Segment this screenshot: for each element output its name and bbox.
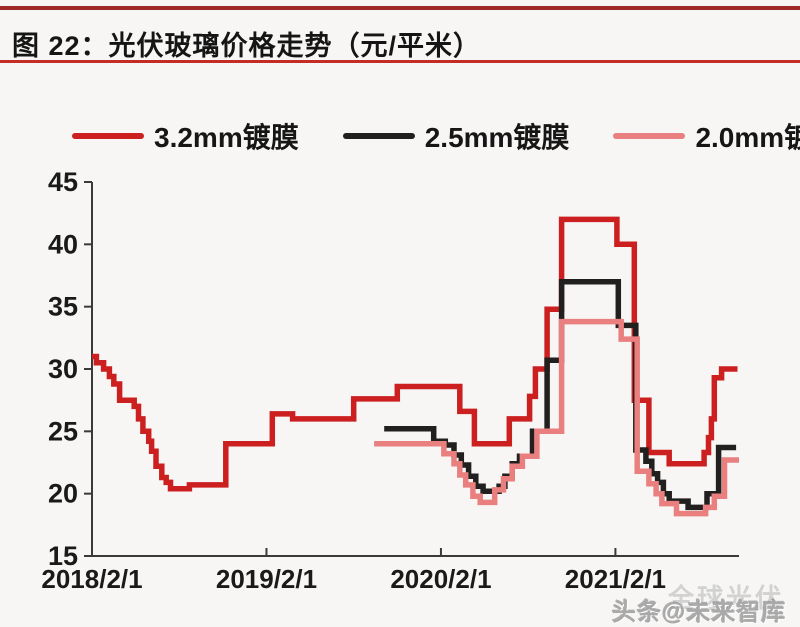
watermark-back-text: 全球光伏 bbox=[668, 583, 785, 613]
chart-legend: 3.2mm镀膜 2.5mm镀膜 2.0mm镀膜 bbox=[72, 116, 800, 156]
x-axis-tick-label: 2019/2/1 bbox=[216, 564, 317, 594]
series-2-0mm-line bbox=[374, 318, 739, 517]
page-title: 图 22：光伏玻璃价格走势（元/平米） bbox=[12, 31, 482, 61]
y-axis-tick-label: 35 bbox=[48, 292, 78, 322]
watermark-front-text: 头条@未来智库 bbox=[612, 599, 787, 626]
legend-item-3-2mm: 3.2mm镀膜 bbox=[72, 116, 299, 156]
series-3-2mm-line bbox=[92, 216, 738, 492]
y-axis-tick-label: 25 bbox=[48, 416, 78, 446]
title-underline-rule bbox=[0, 60, 800, 63]
legend-swatch bbox=[613, 133, 686, 139]
x-axis-tick-label: 2021/2/1 bbox=[565, 564, 666, 594]
y-axis-tick-label: 45 bbox=[48, 167, 78, 197]
x-axis-tick-label: 2020/2/1 bbox=[390, 564, 491, 594]
y-axis-tick-label: 40 bbox=[48, 229, 78, 259]
legend-swatch bbox=[342, 133, 415, 139]
legend-item-2-5mm: 2.5mm镀膜 bbox=[342, 116, 570, 156]
page-top-rule bbox=[0, 6, 800, 10]
legend-label: 2.0mm镀膜 bbox=[695, 122, 800, 153]
legend-swatch bbox=[72, 133, 144, 139]
x-axis-tick-label: 2018/2/1 bbox=[41, 564, 142, 594]
y-axis-tick-label: 30 bbox=[48, 354, 78, 384]
legend-label: 2.5mm镀膜 bbox=[424, 122, 570, 153]
y-axis-tick-label: 20 bbox=[48, 479, 78, 509]
y-axis-tick-label: 15 bbox=[48, 541, 78, 571]
legend-label: 3.2mm镀膜 bbox=[154, 122, 299, 153]
legend-item-2-0mm: 2.0mm镀膜 bbox=[613, 116, 800, 156]
